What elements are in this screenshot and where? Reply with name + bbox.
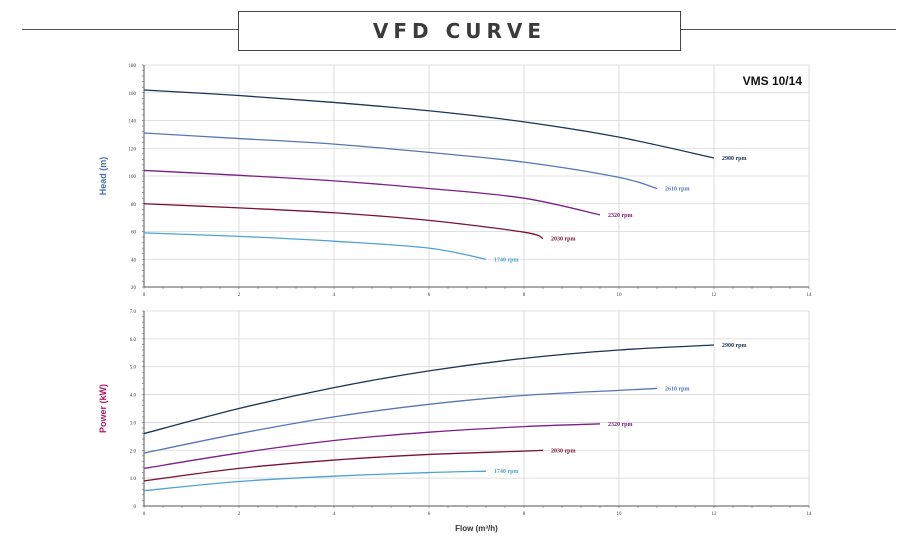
head-y-tick-label: 100 [129,175,137,180]
head-x-tick-label: 8 [523,293,526,298]
head-y-tick-label: 120 [129,147,137,152]
power-y-tick-label: 7.0 [130,310,137,315]
head-series-line-2320-rpm [143,169,601,216]
page-title: VFD CURVE [372,19,547,43]
head-y-tick-label: 140 [129,120,137,125]
head-series-line-1740-rpm [143,232,487,260]
head-x-tick-label: 4 [333,293,336,298]
power-series-label: 2320 rpm [608,422,633,428]
power-y-axis-label: Power (kW) [98,384,108,433]
head-x-tick-label: 10 [617,293,623,298]
power-y-tick-label: 2.0 [130,449,137,454]
power-x-tick-label: 10 [617,512,623,517]
head-x-tick-label: 14 [807,293,813,298]
title-rule-right [681,29,896,30]
power-series-label: 2610 rpm [665,386,690,392]
power-y-tick-label: 4.0 [130,394,137,399]
power-x-tick-label: 8 [523,512,526,517]
title-rule-left [22,29,238,30]
head-y-axis-label: Head (m) [98,157,108,196]
power-series-line-1740-rpm [143,470,487,492]
power-chart: 0 1.0 2.0 3.0 4.0 5.0 6.0 7.0 0 2 4 6 8 10 12 14 Power (… [98,310,812,533]
head-series-line-2900-rpm [143,89,715,159]
power-y-tick-label: 3.0 [130,421,137,426]
power-series-line-2610-rpm [143,387,658,454]
head-y-tick-label: 40 [131,258,137,263]
head-x-tick-label: 6 [428,293,431,298]
head-series-label: 1740 rpm [494,257,519,263]
power-x-tick-label: 4 [333,512,336,517]
head-series-line-2030-rpm [143,203,544,240]
head-series-label: 2320 rpm [608,213,633,219]
model-label: VMS 10/14 [743,74,803,88]
head-chart: 20 40 60 80 100 120 140 160 180 0 2 4 6 8 10 12 14 Head (… [98,64,812,298]
power-y-tick-label: 0 [134,505,137,510]
head-y-tick-label: 80 [131,203,137,208]
power-y-tick-label: 1.0 [130,477,137,482]
head-x-tick-label: 2 [238,293,241,298]
head-y-tick-label: 160 [129,92,137,97]
head-series-label: 2610 rpm [665,186,690,192]
head-series-label: 2900 rpm [722,156,747,162]
power-series-label: 1740 rpm [494,469,519,475]
power-x-tick-label: 12 [712,512,718,517]
power-series-line-2900-rpm [143,344,715,435]
power-y-tick-label: 6.0 [130,338,137,343]
power-series-line-2320-rpm [143,423,601,470]
head-series-label: 2030 rpm [551,236,576,242]
power-x-axis-label: Flow (m³/h) [455,524,498,533]
power-series-label: 2030 rpm [551,448,576,454]
head-y-tick-label: 180 [129,64,137,69]
head-series-line-2610-rpm [143,132,658,190]
power-x-tick-label: 0 [143,512,146,517]
head-x-tick-label: 12 [712,293,718,298]
power-x-tick-label: 14 [807,512,813,517]
power-y-tick-label: 5.0 [130,366,137,371]
power-series-line-2030-rpm [143,449,544,482]
head-y-tick-label: 20 [131,286,137,291]
power-x-tick-label: 2 [238,512,241,517]
title-box: VFD CURVE [238,11,681,51]
power-x-tick-label: 6 [428,512,431,517]
head-y-tick-label: 60 [131,231,137,236]
power-series-label: 2900 rpm [722,343,747,349]
head-x-tick-label: 0 [143,293,146,298]
